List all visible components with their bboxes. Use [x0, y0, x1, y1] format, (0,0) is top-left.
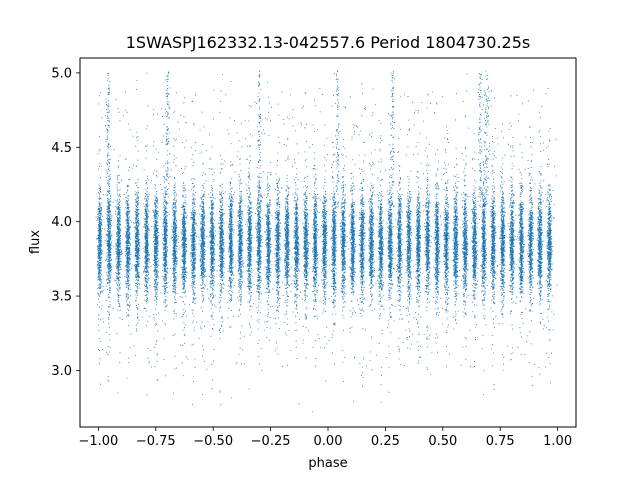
- x-axis: −1.00 −0.75 −0.50 −0.25 0.00 0.25 0.50 0.75 1.00: [78, 427, 572, 449]
- y-tick-label: 4.5: [51, 141, 72, 156]
- x-tick-label: 0.00: [314, 434, 343, 449]
- x-tick-label: 0.50: [428, 434, 457, 449]
- y-tick-label: 4.0: [51, 215, 72, 230]
- scatter-points: [95, 70, 558, 413]
- x-tick-label: −0.75: [136, 434, 176, 449]
- x-tick-label: 1.00: [543, 434, 572, 449]
- x-tick-label: 0.75: [486, 434, 515, 449]
- chart-title: 1SWASPJ162332.13-042557.6 Period 1804730…: [126, 33, 531, 52]
- x-tick-label: 0.25: [371, 434, 400, 449]
- y-axis-label: flux: [28, 230, 43, 254]
- y-axis: 3.0 3.5 4.0 4.5 5.0: [51, 66, 80, 379]
- y-tick-label: 5.0: [51, 66, 72, 81]
- x-axis-label: phase: [308, 456, 347, 471]
- data-points: [95, 70, 558, 413]
- y-tick-label: 3.5: [51, 290, 72, 305]
- x-tick-label: −0.50: [193, 434, 233, 449]
- x-tick-label: −1.00: [78, 434, 118, 449]
- x-tick-label: −0.25: [251, 434, 291, 449]
- y-tick-label: 3.0: [51, 364, 72, 379]
